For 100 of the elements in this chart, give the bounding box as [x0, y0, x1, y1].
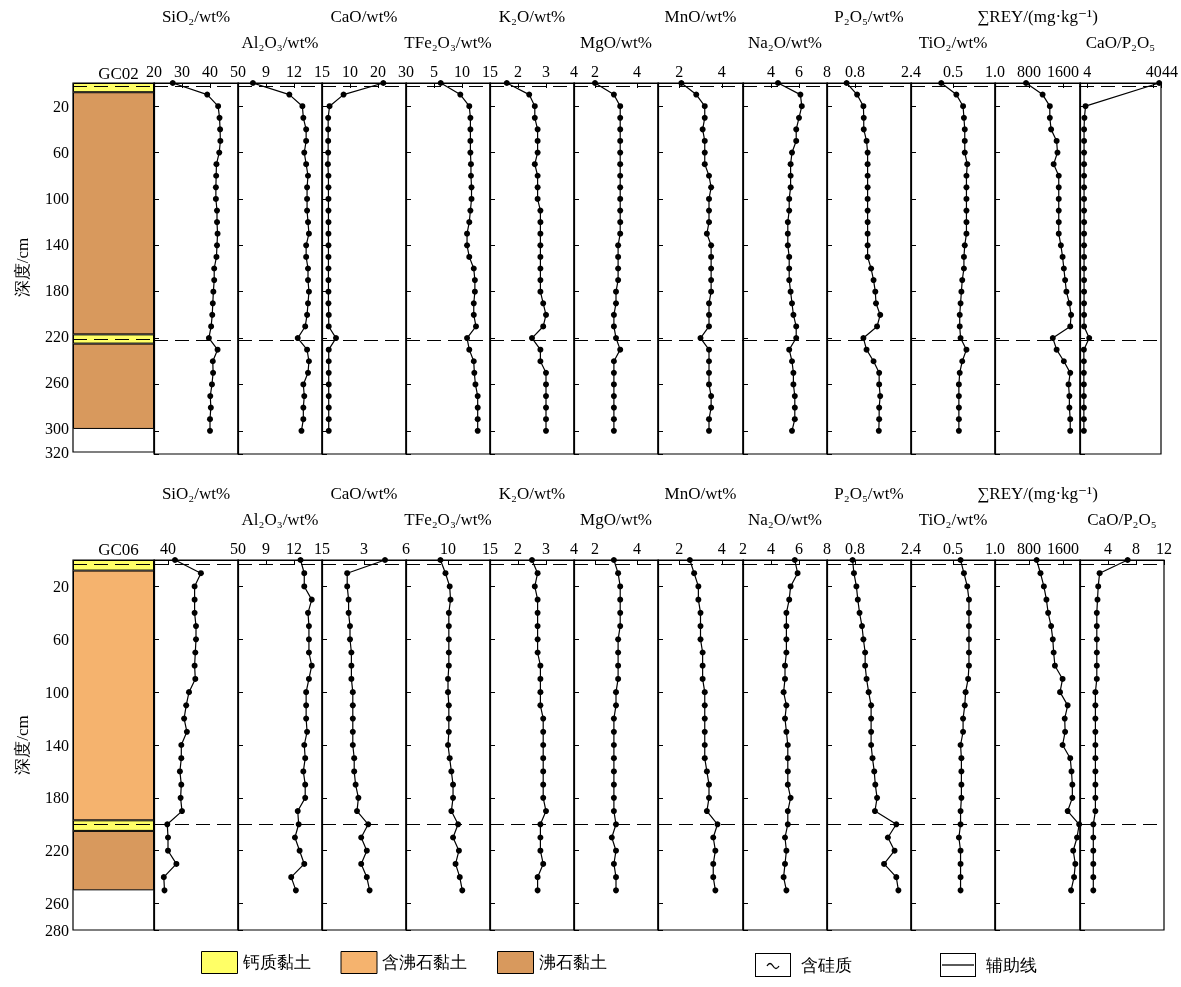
point	[790, 381, 797, 388]
point	[534, 137, 541, 144]
point	[957, 742, 964, 748]
point	[610, 557, 617, 563]
point	[1040, 583, 1047, 590]
point	[615, 662, 622, 669]
point	[701, 103, 708, 110]
point	[1043, 596, 1050, 603]
point	[1049, 636, 1056, 643]
x-tick-label: 4	[570, 539, 578, 557]
y-tick-label: 180	[45, 789, 69, 807]
point	[955, 404, 962, 411]
text: 含硅质	[801, 954, 852, 977]
point	[701, 728, 708, 735]
point	[363, 874, 370, 881]
point	[962, 689, 969, 696]
point	[701, 137, 708, 144]
point	[1095, 583, 1102, 590]
point	[860, 126, 867, 133]
point	[186, 689, 192, 696]
x-tick-label: 50	[230, 62, 246, 80]
point	[1090, 874, 1097, 881]
point	[868, 742, 875, 748]
point	[706, 323, 712, 330]
point	[543, 808, 549, 815]
point	[957, 860, 964, 867]
point	[325, 207, 332, 214]
point	[503, 80, 510, 86]
point	[1068, 768, 1075, 775]
point	[708, 265, 715, 272]
point	[784, 768, 791, 775]
point	[965, 636, 972, 643]
point	[178, 781, 185, 788]
point	[610, 416, 617, 423]
y-tick-label: 20	[53, 97, 69, 115]
point	[791, 393, 798, 400]
point	[467, 161, 474, 168]
point	[775, 80, 781, 86]
point	[1066, 393, 1073, 400]
point	[876, 404, 883, 411]
point	[615, 253, 622, 260]
point	[305, 265, 311, 272]
point	[957, 300, 964, 307]
point	[297, 557, 304, 563]
point	[786, 207, 793, 214]
point	[965, 623, 972, 630]
x-axis-title: ∑REY/(mg·kg⁻¹)	[977, 484, 1098, 503]
point	[699, 675, 706, 682]
y-tick-label: 300	[45, 420, 69, 438]
point	[617, 346, 624, 353]
point	[213, 172, 220, 179]
point	[791, 416, 798, 423]
point	[177, 794, 184, 801]
point	[212, 184, 219, 191]
point	[325, 253, 332, 260]
point	[534, 149, 541, 156]
point	[615, 636, 622, 643]
point	[540, 768, 547, 775]
point	[349, 689, 356, 696]
point	[529, 335, 535, 342]
point	[877, 311, 884, 318]
point	[1092, 755, 1099, 762]
point	[216, 149, 223, 156]
point	[325, 277, 332, 284]
point	[543, 369, 549, 376]
point	[445, 728, 452, 735]
point	[445, 609, 452, 616]
point	[1093, 609, 1100, 616]
point	[537, 288, 544, 295]
point	[540, 781, 547, 788]
point	[192, 675, 199, 682]
point	[613, 335, 619, 342]
point	[868, 702, 875, 709]
point	[325, 126, 332, 133]
point	[473, 323, 479, 330]
y-tick-label: 180	[45, 282, 69, 300]
point	[537, 847, 544, 854]
point	[874, 794, 881, 801]
x-tick-label: 8	[823, 62, 831, 80]
x-axis-title: CaO/P₂O₅	[1085, 33, 1156, 52]
point	[953, 91, 960, 98]
x-tick-label: 8	[1132, 539, 1140, 557]
point	[610, 781, 617, 788]
x-tick-label: 30	[398, 62, 414, 80]
point	[299, 103, 306, 110]
x-tick-label: 4	[633, 62, 641, 80]
point	[782, 715, 788, 722]
point	[1092, 715, 1099, 722]
x-tick-label: 1600	[1047, 62, 1079, 80]
point	[1068, 311, 1075, 318]
point	[305, 358, 312, 365]
point	[714, 821, 721, 828]
point	[784, 781, 791, 788]
point	[617, 126, 624, 133]
point	[1062, 728, 1069, 735]
point	[292, 887, 299, 894]
y-tick-label: 260	[45, 895, 69, 913]
x-tick-label: 800	[1017, 62, 1041, 80]
x-tick-label: 0.5	[943, 539, 963, 557]
y-tick-label: 140	[45, 235, 69, 253]
